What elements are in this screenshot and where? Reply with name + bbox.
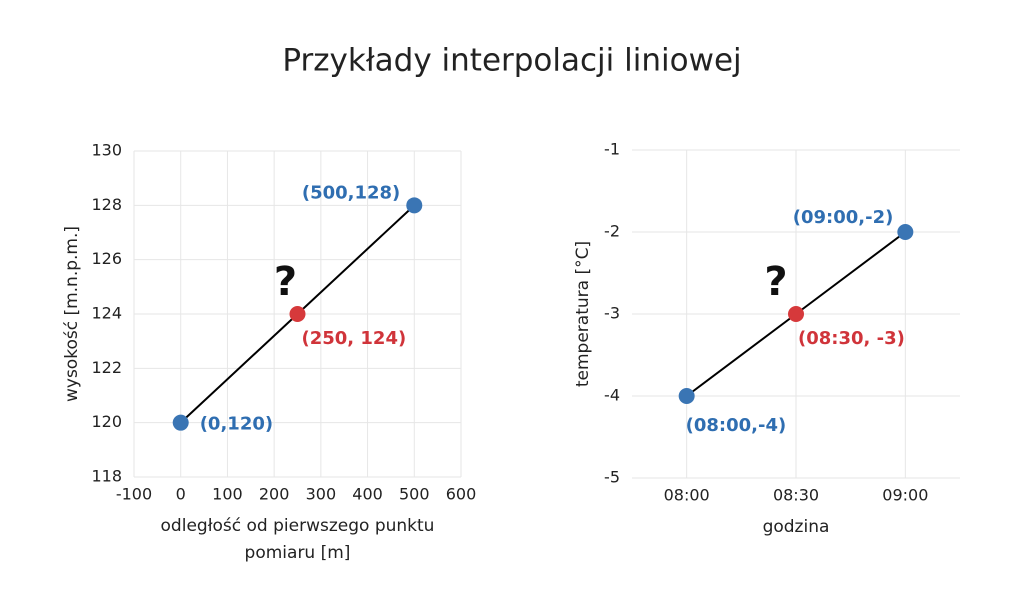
x-tick-label: 0 — [176, 485, 186, 504]
y-tick-label: -3 — [604, 304, 620, 323]
annotation: ? — [274, 259, 297, 305]
x-tick-label: 09:00 — [882, 486, 928, 505]
x-tick-label: 200 — [259, 485, 290, 504]
y-axis-label: temperatura [°C] — [573, 241, 593, 387]
y-tick-label: 124 — [91, 304, 122, 323]
y-tick-label: -1 — [604, 140, 620, 159]
x-tick-label: 08:00 — [664, 486, 710, 505]
figure-title: Przykłady interpolacji liniowej — [282, 43, 741, 79]
point — [788, 306, 804, 322]
annotation: ? — [764, 259, 787, 305]
x-tick-label: 400 — [352, 485, 383, 504]
point — [172, 414, 189, 431]
point-label: (08:00,-4) — [686, 415, 787, 436]
point-label: (08:30, -3) — [798, 328, 905, 349]
x-tick-label: 300 — [306, 485, 337, 504]
y-tick-label: -2 — [604, 222, 620, 241]
point-label: (0,120) — [200, 414, 273, 435]
x-tick-label: 500 — [399, 485, 430, 504]
point-label: (09:00,-2) — [793, 207, 894, 228]
point-label: (250, 124) — [302, 328, 407, 349]
y-axis-label: wysokość [m.n.p.m.] — [62, 226, 82, 402]
y-tick-label: 128 — [91, 195, 122, 214]
x-tick-label: 600 — [446, 485, 477, 504]
point — [406, 197, 423, 214]
point — [897, 224, 914, 240]
x-axis-label: godzina — [763, 517, 830, 537]
y-tick-label: 126 — [91, 249, 122, 268]
y-tick-label: 118 — [91, 467, 122, 486]
point — [678, 388, 695, 404]
x-tick-label: -100 — [116, 485, 152, 504]
y-tick-label: -4 — [604, 386, 620, 405]
x-axis-label: odległość od pierwszego punktu — [161, 516, 435, 536]
x-tick-label: 08:30 — [773, 486, 819, 505]
y-tick-label: 130 — [91, 141, 122, 160]
point — [289, 306, 306, 322]
point-label: (500,128) — [302, 182, 400, 203]
x-tick-label: 100 — [212, 485, 243, 504]
x-axis-label: pomiaru [m] — [245, 543, 351, 563]
y-tick-label: 122 — [91, 358, 122, 377]
y-tick-label: -5 — [604, 468, 620, 487]
y-tick-label: 120 — [91, 412, 122, 431]
